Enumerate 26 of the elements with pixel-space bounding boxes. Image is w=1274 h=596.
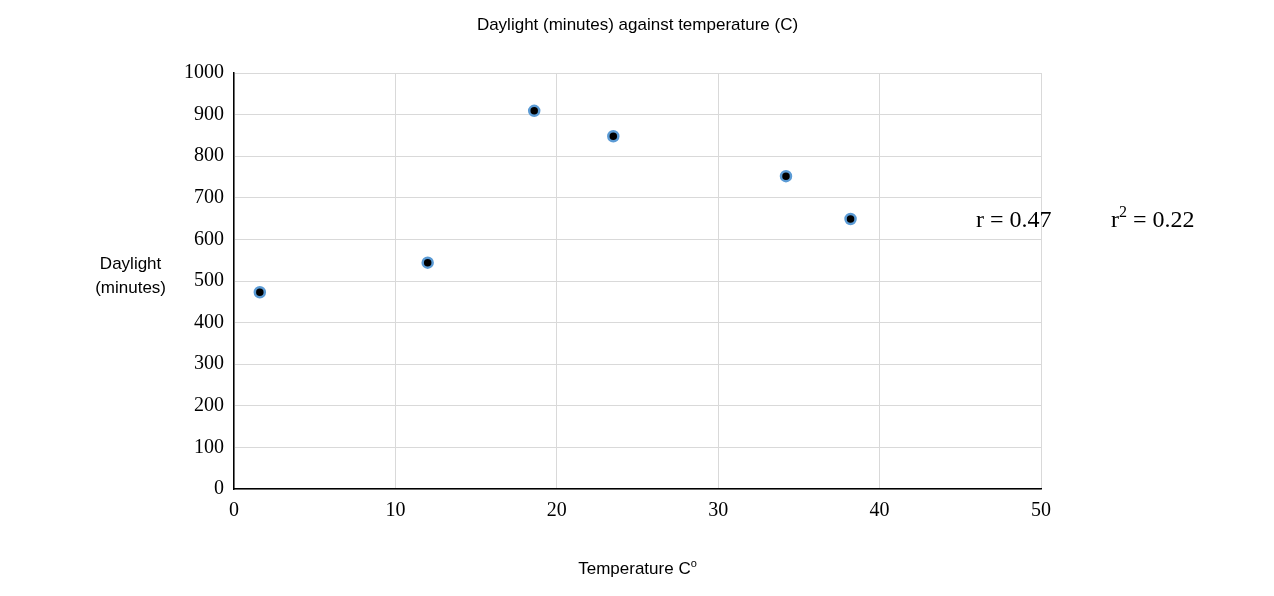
chart-title: Daylight (minutes) against temperature (C) xyxy=(476,15,799,34)
y-tick-label: 400 xyxy=(194,309,224,332)
annotation: r = 0.47 xyxy=(976,205,1052,232)
point xyxy=(253,285,267,299)
point xyxy=(527,104,541,118)
point xyxy=(607,129,620,143)
y-tick-label: 500 xyxy=(194,268,224,291)
y-tick-label: 700 xyxy=(194,185,224,208)
x-tick-label: 50 xyxy=(1031,498,1051,521)
point xyxy=(844,212,857,226)
y-axis-title: Daylight (minutes) xyxy=(95,254,167,297)
y-tick-label: 900 xyxy=(194,101,224,124)
x-tick-label: 40 xyxy=(869,498,890,521)
x-tick-label: 20 xyxy=(546,498,567,521)
y-tick-label: 800 xyxy=(194,143,224,166)
point xyxy=(779,169,793,183)
y-tick-label: 1000 xyxy=(184,60,224,83)
y-tick-label: 200 xyxy=(194,393,224,416)
y-tick-label: 0 xyxy=(214,476,224,499)
x-tick-label: 0 xyxy=(229,498,239,521)
y-tick-label: 100 xyxy=(194,434,224,457)
x-tick-label: 10 xyxy=(385,498,406,521)
y-tick-label: 300 xyxy=(194,351,224,374)
x-tick-label: 30 xyxy=(708,498,729,521)
y-tick-label: 600 xyxy=(194,226,224,249)
point xyxy=(421,256,434,269)
